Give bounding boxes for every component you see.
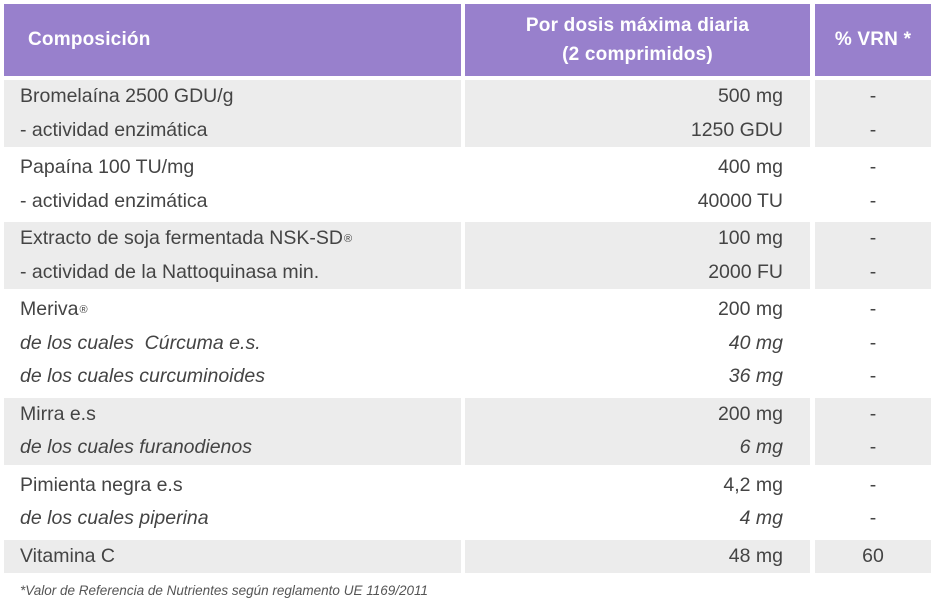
table-group: Meriva ® de los cuales Cúrcuma e.s. de lo… — [4, 293, 931, 394]
composition-cell: Vitamina C — [4, 539, 461, 573]
ingredient-name: Pimienta negra e.s — [20, 473, 183, 496]
vrn-cell: - - — [815, 469, 931, 536]
vrn-cell: 60 — [815, 539, 931, 573]
ingredient-vrn: - — [869, 473, 877, 496]
ingredient-name: Meriva — [20, 298, 79, 321]
table-header: Composición Por dosis máxima diaria (2 c… — [4, 4, 931, 76]
ingredient-name-row: Extracto de soja fermentada NSK-SD ® — [4, 222, 461, 256]
vrn-cell: - - — [815, 80, 931, 147]
ingredient-name: de los cuales Cúrcuma e.s. — [20, 331, 261, 354]
ingredient-amount: 1250 GDU — [690, 118, 783, 141]
dose-cell: 200 mg 6 mg — [465, 397, 810, 465]
registered-mark: ® — [79, 303, 88, 316]
ingredient-vrn: - — [869, 331, 877, 354]
header-composicion: Composición — [4, 4, 461, 76]
table-group: Extracto de soja fermentada NSK-SD ® - ac… — [4, 222, 931, 289]
ingredient-vrn: 60 — [862, 544, 884, 567]
header-dosis: Por dosis máxima diaria (2 comprimidos) — [465, 4, 810, 76]
ingredient-amount: 4,2 mg — [723, 473, 783, 496]
ingredient-vrn: - — [869, 402, 877, 425]
ingredient-vrn: - — [869, 260, 877, 283]
dose-cell: 400 mg 40000 TU — [465, 151, 810, 218]
ingredient-name-row: Meriva ® — [4, 293, 461, 327]
footnote: *Valor de Referencia de Nutrientes según… — [20, 583, 429, 598]
table-group: Mirra e.s de los cuales furanodienos 200… — [4, 397, 931, 465]
table-group: Bromelaína 2500 GDU/g - actividad enzimá… — [4, 80, 931, 147]
ingredient-vrn: - — [869, 298, 877, 321]
ingredient-name: Extracto de soja fermentada NSK-SD — [20, 227, 343, 250]
ingredient-amount: 4 mg — [739, 507, 783, 530]
vrn-cell: - - — [815, 397, 931, 465]
dose-cell: 48 mg — [465, 539, 810, 573]
ingredient-amount: 200 mg — [717, 298, 783, 321]
dose-cell: 200 mg 40 mg 36 mg — [465, 293, 810, 394]
composition-cell: Papaína 100 TU/mg - actividad enzimática — [4, 151, 461, 218]
dose-cell: 100 mg 2000 FU — [465, 222, 810, 289]
dose-cell: 4,2 mg 4 mg — [465, 469, 810, 536]
table-group: Vitamina C 48 mg 60 — [4, 539, 931, 573]
ingredient-name: - actividad enzimática — [20, 189, 208, 212]
composition-table: Composición Por dosis máxima diaria (2 c… — [4, 4, 931, 573]
composition-cell: Extracto de soja fermentada NSK-SD ® - ac… — [4, 222, 461, 289]
ingredient-amount: 400 mg — [717, 156, 783, 179]
ingredient-name: - actividad de la Nattoquinasa min. — [20, 260, 320, 283]
registered-mark: ® — [343, 232, 353, 245]
ingredient-name: de los cuales curcuminoides — [20, 365, 265, 388]
vrn-cell: - - — [815, 222, 931, 289]
ingredient-name: Bromelaína 2500 GDU/g — [20, 85, 234, 108]
table-group: Pimienta negra e.s de los cuales piperin… — [4, 469, 931, 536]
ingredient-amount: 500 mg — [717, 85, 783, 108]
composition-cell: Bromelaína 2500 GDU/g - actividad enzimá… — [4, 80, 461, 147]
ingredient-name: Vitamina C — [20, 544, 116, 567]
vrn-cell: - - — [815, 151, 931, 218]
ingredient-amount: 36 mg — [728, 365, 783, 388]
composition-cell: Meriva ® de los cuales Cúrcuma e.s. de lo… — [4, 293, 461, 394]
header-dosis-line2: (2 comprimidos) — [562, 44, 713, 65]
header-vrn: % VRN * — [815, 4, 931, 76]
ingredient-vrn: - — [869, 365, 877, 388]
header-dosis-line1: Por dosis máxima diaria — [525, 15, 750, 36]
ingredient-vrn: - — [869, 436, 877, 459]
ingredient-vrn: - — [869, 507, 877, 530]
ingredient-vrn: - — [869, 118, 877, 141]
ingredient-amount: 48 mg — [728, 544, 783, 567]
ingredient-name: Mirra e.s — [20, 402, 96, 425]
composition-cell: Pimienta negra e.s de los cuales piperin… — [4, 469, 461, 536]
vrn-cell: - - - — [815, 293, 931, 394]
ingredient-vrn: - — [869, 85, 877, 108]
composition-cell: Mirra e.s de los cuales furanodienos — [4, 397, 461, 465]
ingredient-name: de los cuales furanodienos — [20, 436, 252, 459]
ingredient-name: - actividad enzimática — [20, 118, 208, 141]
ingredient-amount: 40000 TU — [697, 189, 783, 212]
dose-cell: 500 mg 1250 GDU — [465, 80, 810, 147]
ingredient-amount: 100 mg — [717, 227, 783, 250]
ingredient-name: de los cuales piperina — [20, 507, 209, 530]
ingredient-amount: 2000 FU — [708, 260, 783, 283]
ingredient-amount: 200 mg — [717, 402, 783, 425]
ingredient-vrn: - — [869, 189, 877, 212]
ingredient-name: Papaína 100 TU/mg — [20, 156, 195, 179]
ingredient-vrn: - — [869, 156, 877, 179]
ingredient-amount: 40 mg — [728, 331, 783, 354]
ingredient-amount: 6 mg — [739, 436, 783, 459]
ingredient-vrn: - — [869, 227, 877, 250]
table-group: Papaína 100 TU/mg - actividad enzimática… — [4, 151, 931, 218]
